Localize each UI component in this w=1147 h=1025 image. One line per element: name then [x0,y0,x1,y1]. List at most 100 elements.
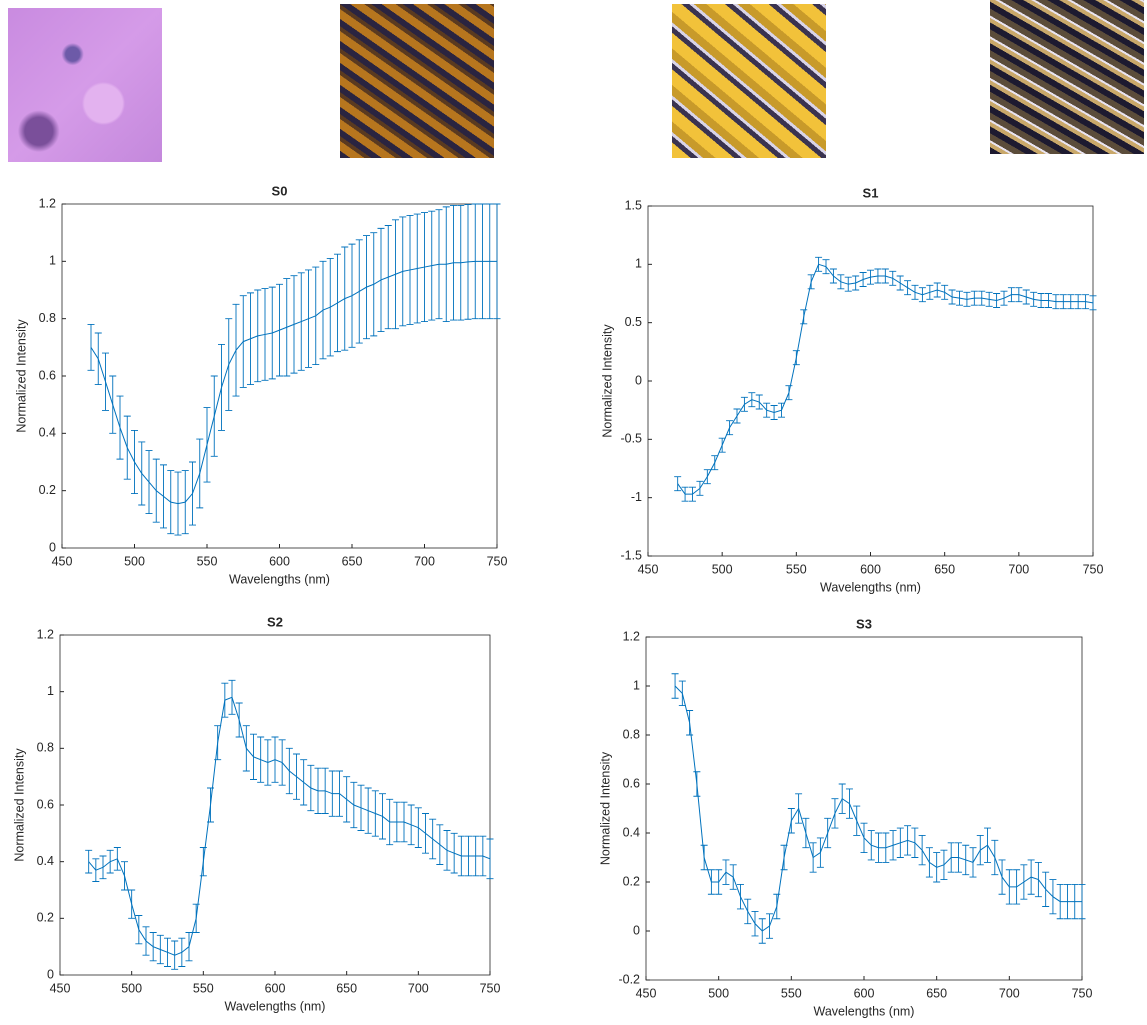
y-tick-label: -0.2 [618,972,640,986]
y-tick-label: 0 [633,923,640,937]
error-bar [809,842,817,873]
error-bar [1059,294,1067,310]
error-bar [379,793,386,840]
error-bar [442,206,450,322]
error-bar [1063,884,1071,920]
error-bar [715,869,723,895]
x-tick-label: 700 [999,986,1020,1000]
error-bar [896,275,904,291]
error-bar [904,825,912,856]
error-bar [406,215,414,325]
y-tick-label: 0.6 [37,797,54,811]
error-bar [271,736,279,783]
error-bar [128,889,136,919]
error-bar [969,847,977,878]
error-bar [1071,884,1079,920]
error-bar [152,458,160,523]
error-bar [384,225,392,330]
x-tick-label: 650 [934,562,955,576]
y-tick-label: 0.8 [623,727,640,741]
error-bar [859,272,867,287]
error-bar [355,239,363,344]
error-bar [844,276,852,292]
error-bar [807,274,815,290]
error-bar [472,835,480,877]
error-bar [276,283,283,377]
error-bar [829,268,837,284]
y-axis-label: Normalized Intensity [12,748,26,862]
error-bar [882,832,890,863]
error-bar [312,266,320,365]
error-bar [486,203,494,320]
error-bar [766,913,774,939]
error-bar [268,286,276,380]
error-bar [486,838,494,880]
thumbnail [8,8,162,162]
y-tick-label: 0.2 [39,483,56,497]
error-bar [370,232,378,337]
x-tick-label: 550 [786,562,807,576]
error-bar [998,859,1006,895]
error-bar [889,270,897,286]
x-tick-label: 500 [124,554,145,568]
error-bar [1082,294,1090,310]
error-bar [293,753,300,800]
error-bar [264,739,272,786]
error-bar [422,813,429,854]
error-bar [1078,884,1086,920]
error-bar [210,375,218,457]
error-bar [947,842,955,873]
error-bar [247,292,254,386]
x-tick-label: 650 [342,554,363,568]
x-tick-label: 500 [712,562,733,576]
error-bar [203,407,211,483]
error-bar [102,352,109,411]
error-bar [875,832,883,863]
error-bar [321,767,329,814]
y-tick-label: 0.4 [623,825,640,839]
y-tick-label: 0.8 [37,741,54,755]
y-tick-label: -0.5 [620,432,642,446]
error-bar [918,835,926,866]
error-bar [218,344,225,431]
error-bar [207,787,214,823]
y-tick-label: 1 [47,684,54,698]
error-bar [214,725,222,761]
error-bar [744,898,752,925]
y-tick-label: 0 [635,373,642,387]
error-bar [795,793,803,824]
error-bar [1056,884,1064,920]
error-bar [837,274,845,290]
error-bar [232,303,240,397]
error-bar [319,260,327,360]
error-bar [257,736,265,783]
x-tick-label: 450 [50,981,71,995]
error-bar [896,827,904,858]
error-bar [963,291,971,307]
error-bar [852,275,860,291]
error-bar [261,288,269,381]
error-bar [770,405,778,420]
error-bar [407,804,415,846]
error-bar [718,437,726,453]
error-bar [711,455,719,471]
plot-area [647,205,1094,557]
chart-title: S2 [267,614,283,629]
error-bar [867,269,874,285]
error-bar [686,710,694,736]
error-bar [1042,871,1050,907]
error-bar [164,937,171,967]
error-bar [755,394,763,410]
error-bar [800,309,808,325]
error-bar [860,822,868,854]
error-bar [1037,293,1045,308]
error-bar [421,212,428,322]
x-axis-label: Wavelengths (nm) [229,572,330,586]
error-bar [94,332,102,386]
error-bar [283,278,291,377]
error-bar [464,204,472,320]
error-bar [178,937,186,967]
error-bar [113,847,121,871]
error-bar [87,323,95,371]
x-tick-label: 550 [197,554,218,568]
